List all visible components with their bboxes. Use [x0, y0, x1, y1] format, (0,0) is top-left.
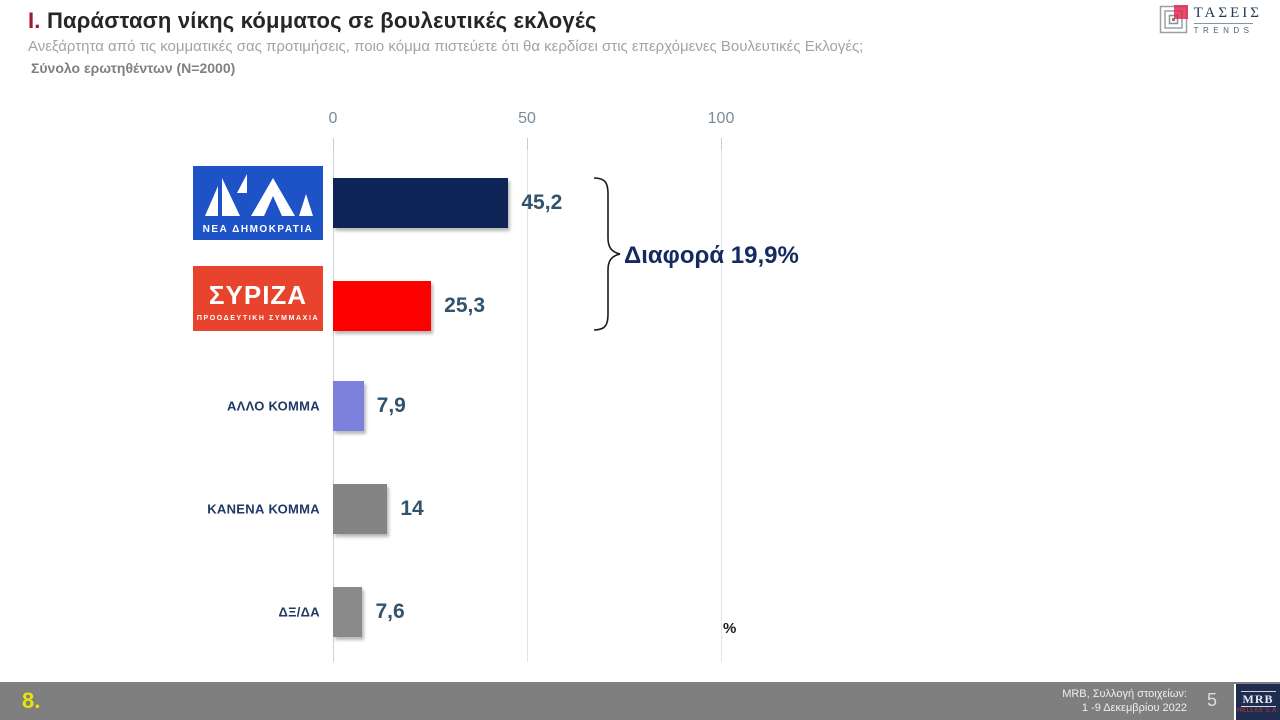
difference-annotation: Διαφορά 19,9%: [624, 242, 799, 269]
category-label-kanena-komma: ΚΑΝΕΝΑ ΚΟΜΜΑ: [207, 501, 320, 517]
syriza-logo: ΣΥΡΙΖΑ ΠΡΟΟΔΕΥΤΙΚΗ ΣΥΜΜΑΧΙΑ: [193, 266, 323, 331]
bar-row-allo-komma: 7,9: [333, 381, 893, 431]
page-number: 5: [1206, 690, 1217, 710]
slide-number: 8.: [22, 688, 41, 713]
axis-label-50: 50: [518, 110, 536, 127]
bar-value-nea-dimokratia: 45,2: [521, 191, 563, 214]
source-line-1: MRB, Συλλογή στοιχείων:: [1062, 688, 1187, 700]
bar-dx-da: [333, 587, 363, 637]
sample-size: Σύνολο ερωτηθέντων (N=2000): [31, 60, 236, 76]
bar-allo-komma: [333, 381, 364, 431]
mrb-logo-text: MRB: [1240, 690, 1276, 707]
footer-bar: 8. MRB, Συλλογή στοιχείων: 1 -9 Δεκεμβρί…: [0, 682, 1280, 720]
axis-tick-0: [333, 138, 334, 150]
category-label-dx-da: ΔΞ/ΔΑ: [278, 604, 320, 620]
brand-name: ΤΑΣΕΙΣ: [1193, 5, 1262, 21]
nea-dimokratia-logo: ΝΕΑ ΔΗΜΟΚΡΑΤΙΑ: [193, 166, 323, 240]
mrb-logo-subtext: HELLAS S.A.: [1237, 707, 1279, 714]
bar-syriza: [333, 281, 432, 331]
syriza-logo-subtitle: ΠΡΟΟΔΕΥΤΙΚΗ ΣΥΜΜΑΧΙΑ: [197, 315, 319, 322]
axis-tick-100: [721, 138, 722, 150]
bar-row-kanena-komma: 14: [333, 484, 893, 534]
axis-label-0: 0: [328, 110, 338, 127]
survey-question: Ανεξάρτητα από τις κομματικές σας προτιμ…: [28, 38, 864, 55]
bar-row-nea-dimokratia: 45,2: [333, 178, 893, 228]
bar-nea-dimokratia: [333, 178, 509, 228]
bar-row-dx-da: 7,6: [333, 587, 893, 637]
taseis-trends-logo: ΤΑΣΕΙΣ TRENDS: [1159, 5, 1262, 40]
bar-value-dx-da: 7,6: [375, 600, 405, 623]
percent-unit-label: %: [723, 620, 737, 637]
syriza-logo-name: ΣΥΡΙΖΑ: [209, 280, 307, 310]
nd-logo-caption: ΝΕΑ ΔΗΜΟΚΡΑΤΙΑ: [203, 224, 314, 235]
taseis-squares-icon: [1159, 5, 1189, 40]
axis-tick-50: [527, 138, 528, 150]
bar-row-syriza: 25,3: [333, 281, 893, 331]
brand-subname: TRENDS: [1193, 23, 1254, 35]
bar-value-allo-komma: 7,9: [376, 394, 406, 417]
bar-kanena-komma: [333, 484, 388, 534]
gridline-50: [527, 150, 528, 662]
category-label-allo-komma: ΑΛΛΟ ΚΟΜΜΑ: [226, 398, 320, 414]
bar-value-kanena-komma: 14: [400, 497, 424, 520]
page-title: I. Παράσταση νίκης κόμματος σε βουλευτικ…: [28, 8, 597, 34]
axis-label-100: 100: [707, 110, 735, 127]
bar-chart: 0 50 100 45,2 25,3 7,9 14 7,6: [329, 110, 734, 662]
data-source-note: MRB, Συλλογή στοιχείων: 1 -9 Δεκεμβρίου …: [1062, 687, 1187, 715]
title-text: Παράσταση νίκης κόμματος σε βουλευτικές …: [46, 8, 597, 33]
mrb-hellas-logo: MRB HELLAS S.A.: [1234, 684, 1280, 720]
source-line-2: 1 -9 Δεκεμβρίου 2022: [1081, 702, 1187, 714]
bar-value-syriza: 25,3: [444, 294, 486, 317]
title-numeral: I.: [28, 8, 41, 33]
gridline-100: [721, 150, 722, 662]
difference-bracket: [586, 176, 626, 337]
